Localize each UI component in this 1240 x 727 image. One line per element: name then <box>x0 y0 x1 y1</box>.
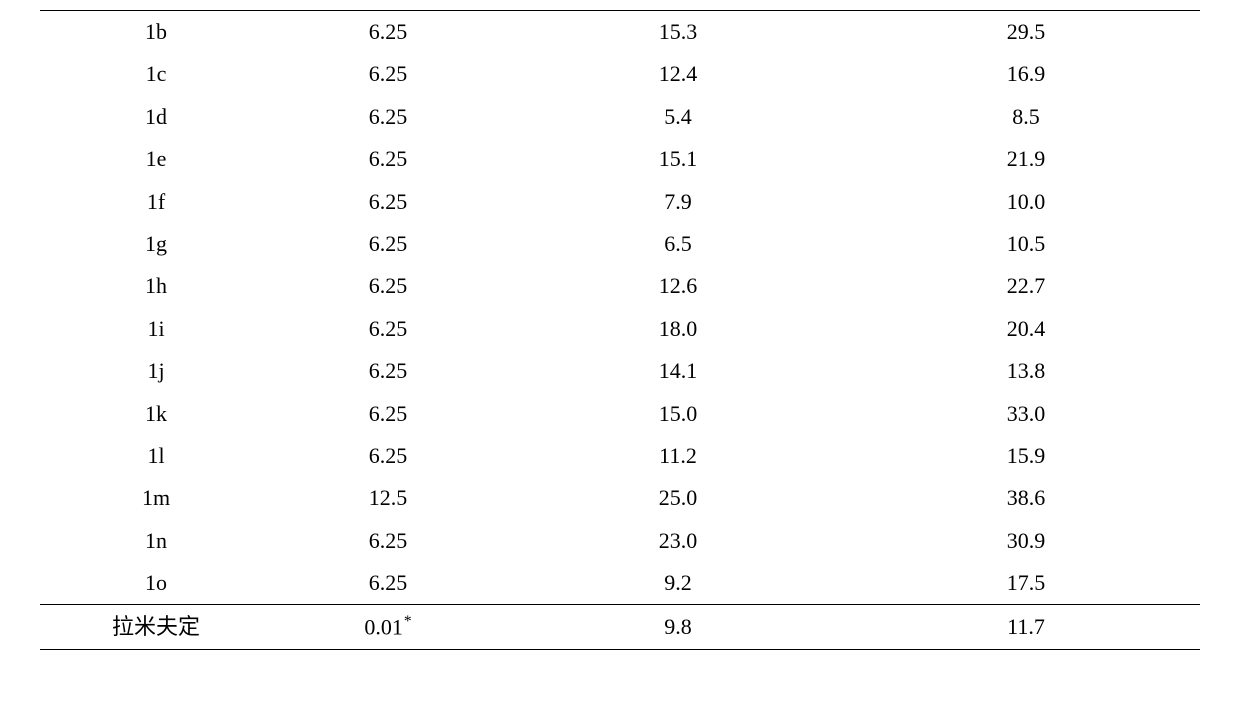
table-cell: 1l <box>40 435 272 477</box>
table-cell: 22.7 <box>852 265 1200 307</box>
table-cell: 0.01* <box>272 605 504 650</box>
table-cell: 1j <box>40 350 272 392</box>
table-cell: 15.9 <box>852 435 1200 477</box>
table-cell: 拉米夫定 <box>40 605 272 650</box>
table-cell: 1g <box>40 223 272 265</box>
table-cell: 16.9 <box>852 53 1200 95</box>
table-row: 1o6.259.217.5 <box>40 562 1200 605</box>
table-cell: 6.5 <box>504 223 852 265</box>
table-row: 1l6.2511.215.9 <box>40 435 1200 477</box>
table-row: 拉米夫定0.01*9.811.7 <box>40 605 1200 650</box>
table-row: 1d6.255.48.5 <box>40 96 1200 138</box>
table-cell: 8.5 <box>852 96 1200 138</box>
table-cell: 7.9 <box>504 181 852 223</box>
table-cell: 1c <box>40 53 272 95</box>
table-row: 1m12.525.038.6 <box>40 477 1200 519</box>
table-cell: 15.1 <box>504 138 852 180</box>
table-cell: 21.9 <box>852 138 1200 180</box>
table-cell: 10.0 <box>852 181 1200 223</box>
table-cell: 12.4 <box>504 53 852 95</box>
table-cell: 6.25 <box>272 350 504 392</box>
table-row: 1c6.2512.416.9 <box>40 53 1200 95</box>
data-table: 1b6.2515.329.51c6.2512.416.91d6.255.48.5… <box>40 10 1200 650</box>
table-cell: 1k <box>40 393 272 435</box>
table-cell: 29.5 <box>852 11 1200 54</box>
table-cell: 1b <box>40 11 272 54</box>
table-cell: 30.9 <box>852 520 1200 562</box>
table-cell: 33.0 <box>852 393 1200 435</box>
table-cell: 15.3 <box>504 11 852 54</box>
table-cell: 1m <box>40 477 272 519</box>
table-cell: 6.25 <box>272 520 504 562</box>
footnote-marker: * <box>404 613 412 630</box>
table-row: 1e6.2515.121.9 <box>40 138 1200 180</box>
table-row: 1h6.2512.622.7 <box>40 265 1200 307</box>
table-cell: 1n <box>40 520 272 562</box>
table-cell: 1d <box>40 96 272 138</box>
table-cell: 6.25 <box>272 96 504 138</box>
table-cell: 12.5 <box>272 477 504 519</box>
table-cell: 1h <box>40 265 272 307</box>
table-cell: 11.2 <box>504 435 852 477</box>
table-row: 1f6.257.910.0 <box>40 181 1200 223</box>
table-row: 1n6.2523.030.9 <box>40 520 1200 562</box>
table-body: 1b6.2515.329.51c6.2512.416.91d6.255.48.5… <box>40 11 1200 650</box>
table-cell: 23.0 <box>504 520 852 562</box>
table-row: 1g6.256.510.5 <box>40 223 1200 265</box>
table-cell: 6.25 <box>272 11 504 54</box>
table-cell: 25.0 <box>504 477 852 519</box>
table-cell: 6.25 <box>272 265 504 307</box>
table-cell: 1i <box>40 308 272 350</box>
table-cell: 6.25 <box>272 223 504 265</box>
table-cell: 6.25 <box>272 53 504 95</box>
table-cell: 6.25 <box>272 393 504 435</box>
table-cell: 9.8 <box>504 605 852 650</box>
table-cell: 6.25 <box>272 562 504 605</box>
table-cell: 14.1 <box>504 350 852 392</box>
table-cell: 6.25 <box>272 181 504 223</box>
table-cell: 10.5 <box>852 223 1200 265</box>
table-cell: 1o <box>40 562 272 605</box>
table-cell: 38.6 <box>852 477 1200 519</box>
table-cell: 6.25 <box>272 308 504 350</box>
table-row: 1k6.2515.033.0 <box>40 393 1200 435</box>
table-cell: 6.25 <box>272 435 504 477</box>
table-cell: 15.0 <box>504 393 852 435</box>
table-cell: 11.7 <box>852 605 1200 650</box>
table-cell: 6.25 <box>272 138 504 180</box>
table-row: 1b6.2515.329.5 <box>40 11 1200 54</box>
table-row: 1j6.2514.113.8 <box>40 350 1200 392</box>
table-cell: 13.8 <box>852 350 1200 392</box>
table-cell: 20.4 <box>852 308 1200 350</box>
table-cell: 1e <box>40 138 272 180</box>
table-cell: 12.6 <box>504 265 852 307</box>
table-cell: 5.4 <box>504 96 852 138</box>
table-cell: 1f <box>40 181 272 223</box>
table-row: 1i6.2518.020.4 <box>40 308 1200 350</box>
table-container: 1b6.2515.329.51c6.2512.416.91d6.255.48.5… <box>0 0 1240 660</box>
table-cell: 18.0 <box>504 308 852 350</box>
table-cell: 17.5 <box>852 562 1200 605</box>
table-cell: 9.2 <box>504 562 852 605</box>
